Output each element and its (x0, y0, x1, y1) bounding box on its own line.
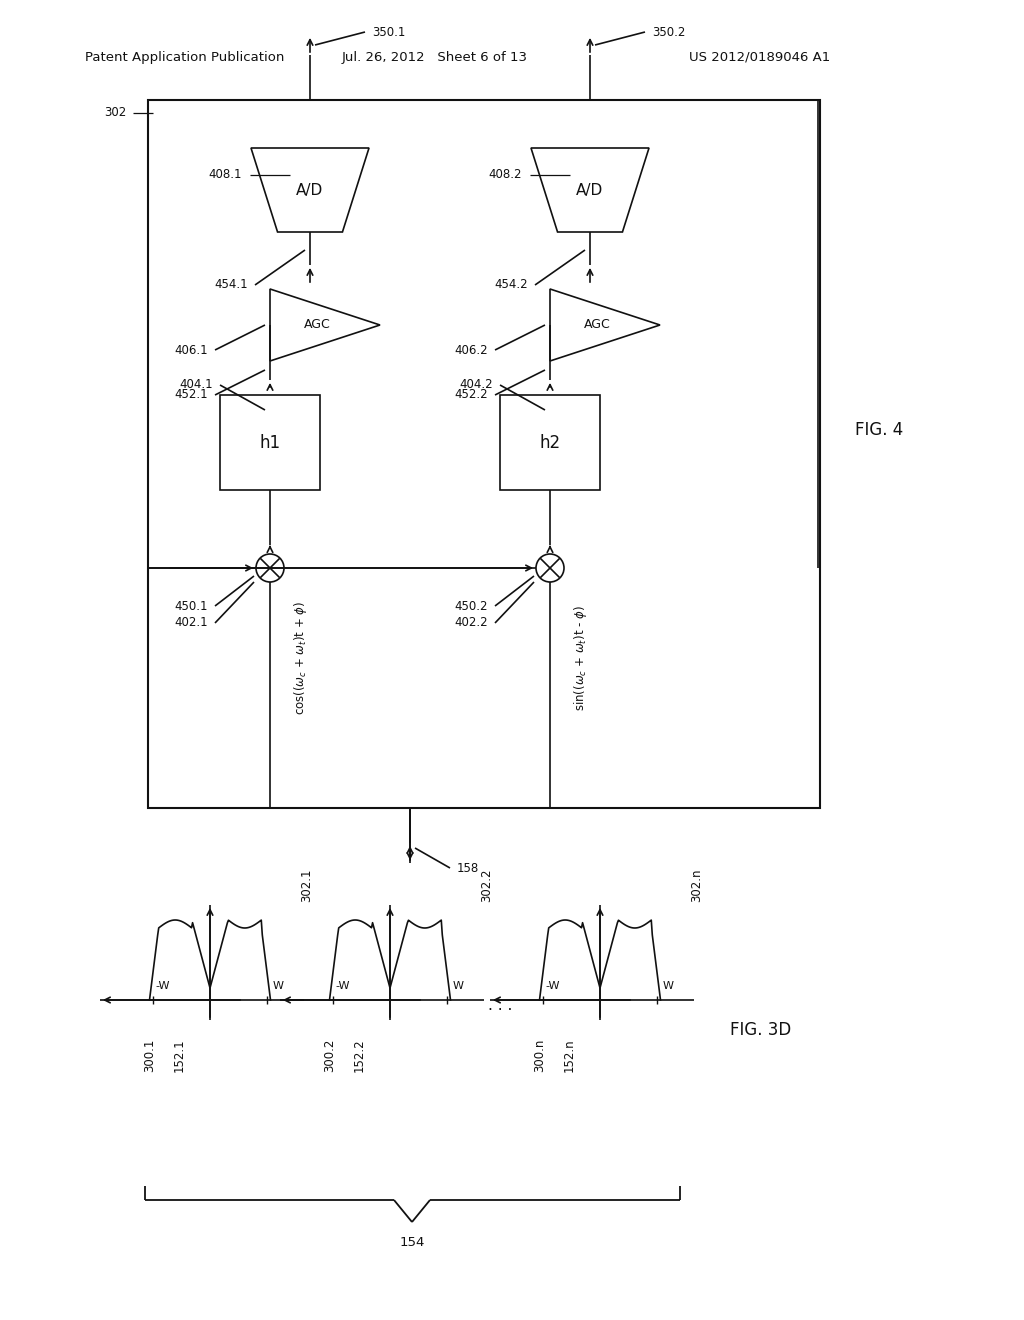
Bar (148, 100, 820, 808)
Text: 300.1: 300.1 (143, 1039, 156, 1072)
Text: 450.2: 450.2 (455, 599, 488, 612)
Text: 450.1: 450.1 (174, 599, 208, 612)
Text: 350.2: 350.2 (652, 25, 685, 38)
Text: 404.2: 404.2 (460, 379, 493, 392)
Bar (500, 395, 600, 490)
Text: 152.2: 152.2 (352, 1039, 366, 1072)
Text: AGC: AGC (304, 318, 331, 331)
Polygon shape (270, 289, 380, 360)
Text: 302.2: 302.2 (480, 869, 494, 902)
Text: 154: 154 (399, 1236, 425, 1249)
Text: -W: -W (546, 981, 560, 991)
Text: FIG. 4: FIG. 4 (855, 421, 903, 440)
Text: 300.n: 300.n (534, 1039, 546, 1072)
Text: . . .: . . . (487, 998, 512, 1012)
Text: 350.1: 350.1 (372, 25, 406, 38)
Polygon shape (550, 289, 660, 360)
Text: 408.1: 408.1 (209, 169, 242, 181)
Text: cos(($\omega_c$ + $\omega_t$)t + $\phi$): cos(($\omega_c$ + $\omega_t$)t + $\phi$) (292, 601, 309, 715)
Text: 404.1: 404.1 (179, 379, 213, 392)
Text: US 2012/0189046 A1: US 2012/0189046 A1 (689, 50, 830, 63)
Circle shape (256, 554, 284, 582)
Text: 152.1: 152.1 (173, 1039, 185, 1072)
Text: 454.1: 454.1 (214, 279, 248, 292)
Text: 402.1: 402.1 (174, 616, 208, 630)
Text: W: W (663, 981, 674, 991)
Text: 452.1: 452.1 (174, 388, 208, 401)
Bar (220, 395, 319, 490)
Text: A/D: A/D (296, 182, 324, 198)
Text: 302: 302 (103, 107, 126, 120)
Text: 300.2: 300.2 (323, 1039, 336, 1072)
Text: A/D: A/D (577, 182, 603, 198)
Text: AGC: AGC (584, 318, 610, 331)
Text: 302.1: 302.1 (300, 869, 313, 902)
Text: 402.2: 402.2 (455, 616, 488, 630)
Text: Patent Application Publication: Patent Application Publication (85, 50, 285, 63)
Circle shape (536, 554, 564, 582)
Text: sin(($\omega_c$ + $\omega_t$)t - $\phi$): sin(($\omega_c$ + $\omega_t$)t - $\phi$) (572, 605, 589, 711)
Text: -W: -W (156, 981, 170, 991)
Polygon shape (531, 148, 649, 232)
Text: h1: h1 (259, 433, 281, 451)
Text: W: W (272, 981, 284, 991)
Text: 452.2: 452.2 (455, 388, 488, 401)
Text: 152.n: 152.n (563, 1039, 575, 1072)
Text: 406.2: 406.2 (455, 343, 488, 356)
Text: FIG. 3D: FIG. 3D (730, 1020, 792, 1039)
Text: 302.n: 302.n (690, 869, 703, 902)
Text: 454.2: 454.2 (495, 279, 528, 292)
Text: Jul. 26, 2012   Sheet 6 of 13: Jul. 26, 2012 Sheet 6 of 13 (342, 50, 528, 63)
Text: 408.2: 408.2 (488, 169, 522, 181)
Text: -W: -W (336, 981, 350, 991)
Text: W: W (453, 981, 464, 991)
Polygon shape (251, 148, 369, 232)
Text: 406.1: 406.1 (174, 343, 208, 356)
Text: h2: h2 (540, 433, 560, 451)
Text: 158: 158 (457, 862, 479, 874)
